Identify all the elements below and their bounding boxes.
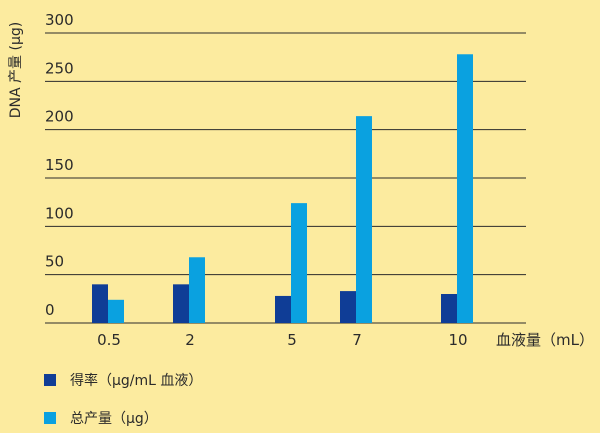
- bar-total-7: [356, 116, 372, 323]
- bars: [92, 54, 473, 324]
- bar-yield-0.5: [92, 284, 108, 323]
- legend-swatch-total: [44, 412, 56, 424]
- y-tick-label: 200: [45, 108, 74, 126]
- x-axis-title: 血液量（mL）: [496, 331, 594, 349]
- bar-total-2: [189, 257, 205, 323]
- y-tick-label: 0: [45, 301, 55, 319]
- x-tick-label: 2: [185, 331, 195, 349]
- x-tick-label: 7: [352, 331, 362, 349]
- y-tick-labels: 0 50 100 150 200 250 300: [45, 11, 74, 319]
- y-tick-label: 250: [45, 59, 74, 77]
- legend-label-yield: 得率（µg/mL 血液）: [70, 372, 202, 389]
- x-tick-label: 5: [287, 331, 297, 349]
- y-tick-label: 100: [45, 204, 74, 222]
- bar-yield-5: [275, 295, 291, 323]
- bar-yield-10: [441, 294, 457, 323]
- legend-swatch-yield: [44, 374, 56, 386]
- bar-total-0.5: [108, 299, 124, 323]
- y-tick-label: 300: [45, 11, 74, 29]
- x-tick-label: 10: [448, 331, 467, 349]
- bar-yield-2: [173, 284, 189, 323]
- legend: 得率（µg/mL 血液） 总产量（µg）: [44, 372, 202, 427]
- gridlines: [45, 32, 526, 324]
- legend-label-total: 总产量（µg）: [70, 411, 158, 427]
- y-axis-title: DNA 产量 (µg): [8, 22, 24, 118]
- bar-total-5: [291, 203, 307, 323]
- x-tick-labels: 0.5 2 5 7 10: [97, 331, 467, 349]
- y-tick-label: 150: [45, 156, 74, 174]
- y-tick-label: 50: [45, 253, 64, 271]
- bar-yield-7: [340, 291, 356, 323]
- x-tick-label: 0.5: [97, 331, 121, 349]
- bar-total-10: [457, 54, 473, 324]
